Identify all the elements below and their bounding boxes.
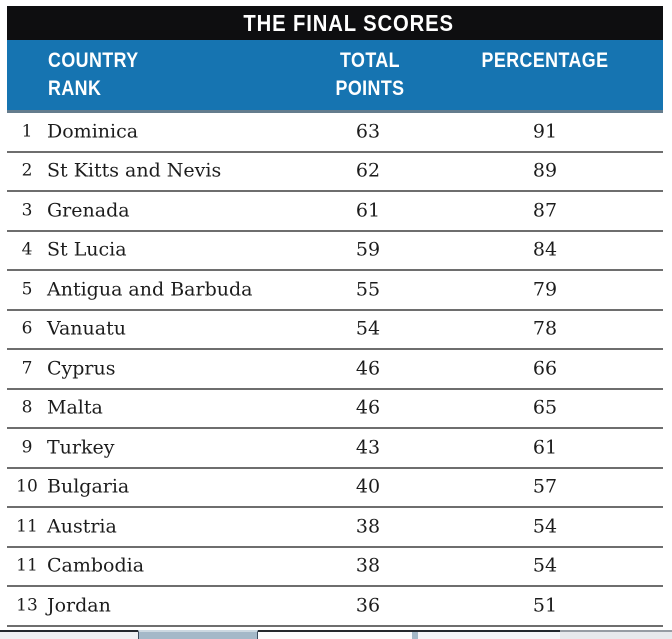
country-cell: St Lucia xyxy=(47,238,127,261)
percentage-cell: 57 xyxy=(532,475,558,498)
points-cell: 61 xyxy=(355,199,381,222)
table-body: 1 Dominica 63 91 2 St Kitts and Nevis 62… xyxy=(7,113,663,627)
rank-cell: 9 xyxy=(21,437,33,458)
points-cell: 59 xyxy=(355,238,381,261)
country-cell: Vanuatu xyxy=(47,317,126,340)
country-cell: Malta xyxy=(47,396,103,419)
country-cell: Cambodia xyxy=(47,554,145,577)
points-cell: 38 xyxy=(355,554,381,577)
rank-cell: 3 xyxy=(21,200,33,221)
table-row: 1 Dominica 63 91 xyxy=(7,113,663,153)
table-row: 5 Antigua and Barbuda 55 79 xyxy=(7,271,663,311)
cutoff-button-3[interactable] xyxy=(258,630,412,639)
table-title: THE FINAL SCORES xyxy=(243,9,455,36)
rank-cell: 4 xyxy=(21,239,33,260)
table-row: 8 Malta 46 65 xyxy=(7,390,663,429)
points-cell: 55 xyxy=(355,278,381,301)
points-cell: 62 xyxy=(355,159,381,182)
column-header-points-line2: POINTS xyxy=(335,77,405,100)
percentage-cell: 54 xyxy=(532,515,558,538)
cutoff-button-4[interactable] xyxy=(418,630,560,639)
percentage-cell: 65 xyxy=(532,396,558,419)
rank-cell: 2 xyxy=(21,160,33,181)
table-row: 3 Grenada 61 87 xyxy=(7,192,663,232)
country-cell: Turkey xyxy=(47,436,115,459)
rank-cell: 5 xyxy=(21,279,33,300)
table-title-bar: THE FINAL SCORES xyxy=(7,6,663,40)
column-header-percentage: PERCENTAGE xyxy=(481,49,609,72)
table-column-header: COUNTRY RANK TOTAL POINTS PERCENTAGE xyxy=(7,40,663,113)
country-cell: Dominica xyxy=(47,120,139,143)
rank-cell: 7 xyxy=(21,358,33,379)
table-row: 6 Vanuatu 54 78 xyxy=(7,311,663,350)
rank-cell: 11 xyxy=(16,555,38,576)
column-header-country-rank: COUNTRY RANK xyxy=(48,47,139,103)
percentage-cell: 61 xyxy=(532,436,558,459)
rank-cell: 6 xyxy=(21,318,33,339)
country-cell: Austria xyxy=(47,515,117,538)
cutoff-bottom-ui-strip xyxy=(0,630,672,639)
rank-cell: 8 xyxy=(21,397,33,418)
points-cell: 54 xyxy=(355,317,381,340)
table-row: 7 Cyprus 46 66 xyxy=(7,350,663,390)
percentage-cell: 84 xyxy=(532,238,558,261)
country-cell: Cyprus xyxy=(47,357,116,380)
cutoff-button-divider xyxy=(412,630,418,639)
points-cell: 63 xyxy=(355,120,381,143)
rank-cell: 11 xyxy=(16,516,38,537)
percentage-cell: 54 xyxy=(532,554,558,577)
table-row: 11 Cambodia 38 54 xyxy=(7,548,663,587)
column-header-points-line1: TOTAL xyxy=(340,49,400,72)
points-cell: 36 xyxy=(355,594,381,617)
cutoff-button-1[interactable] xyxy=(0,630,138,639)
points-cell: 46 xyxy=(355,396,381,419)
table-row: 4 St Lucia 59 84 xyxy=(7,232,663,271)
cutoff-button-5[interactable] xyxy=(560,630,672,639)
table-row: 13 Jordan 36 51 xyxy=(7,587,663,627)
rank-cell: 10 xyxy=(16,476,38,497)
rank-cell: 1 xyxy=(21,121,33,142)
country-cell: Jordan xyxy=(47,594,111,617)
percentage-cell: 66 xyxy=(532,357,558,380)
country-cell: St Kitts and Nevis xyxy=(47,159,222,182)
percentage-cell: 89 xyxy=(532,159,558,182)
table-row: 11 Austria 38 54 xyxy=(7,508,663,548)
country-cell: Bulgaria xyxy=(47,475,130,498)
column-header-country-line1: COUNTRY xyxy=(48,49,139,72)
scores-table: THE FINAL SCORES COUNTRY RANK TOTAL POIN… xyxy=(7,6,663,627)
percentage-cell: 51 xyxy=(532,594,558,617)
cutoff-button-2[interactable] xyxy=(138,630,258,639)
column-header-total-points: TOTAL POINTS xyxy=(328,47,413,103)
points-cell: 46 xyxy=(355,357,381,380)
points-cell: 40 xyxy=(355,475,381,498)
table-row: 2 St Kitts and Nevis 62 89 xyxy=(7,153,663,192)
percentage-cell: 79 xyxy=(532,278,558,301)
column-header-country-line2: RANK xyxy=(48,77,102,100)
table-row: 10 Bulgaria 40 57 xyxy=(7,469,663,508)
percentage-cell: 87 xyxy=(532,199,558,222)
rank-cell: 13 xyxy=(16,595,38,616)
table-row: 9 Turkey 43 61 xyxy=(7,429,663,469)
country-cell: Grenada xyxy=(47,199,130,222)
percentage-cell: 91 xyxy=(532,120,558,143)
country-cell: Antigua and Barbuda xyxy=(47,278,253,301)
points-cell: 38 xyxy=(355,515,381,538)
percentage-cell: 78 xyxy=(532,317,558,340)
points-cell: 43 xyxy=(355,436,381,459)
